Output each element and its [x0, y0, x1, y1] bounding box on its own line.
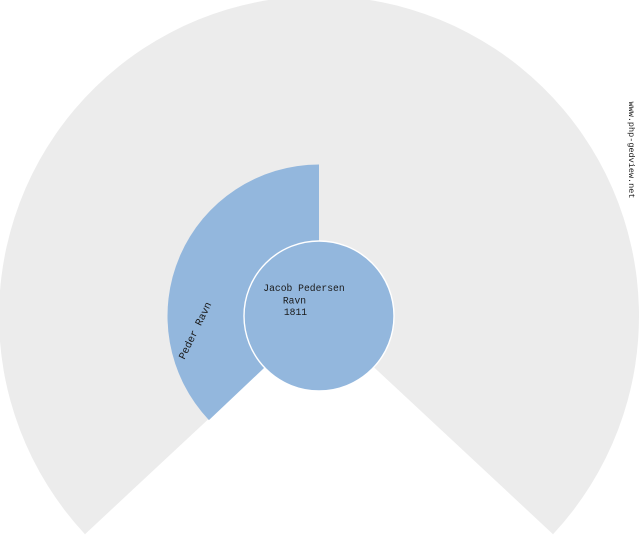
- svg-text:Jacob Pedersen: Jacob Pedersen: [263, 283, 344, 294]
- svg-text:www.php-gedview.net: www.php-gedview.net: [626, 102, 636, 199]
- svg-text:1811: 1811: [284, 307, 307, 318]
- svg-text:Ravn: Ravn: [283, 296, 306, 307]
